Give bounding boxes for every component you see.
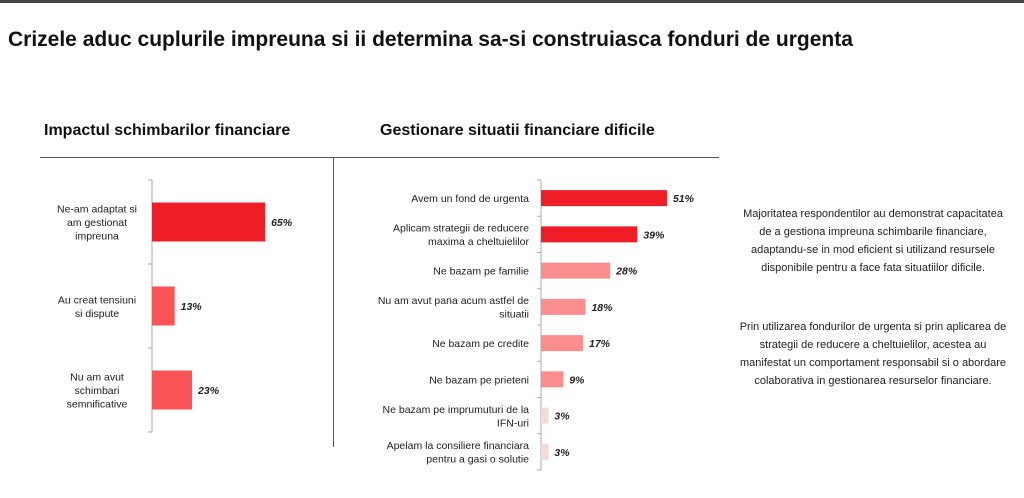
bar-value-label: 18% [591, 302, 613, 314]
bar-value-label: 17% [589, 338, 611, 350]
category-label: situatii [499, 309, 529, 321]
bar-value-label: 3% [554, 411, 570, 423]
category-label: IFN-uri [497, 417, 529, 429]
category-label: impreuna [75, 231, 119, 243]
bar [152, 286, 175, 326]
category-label: maxima a cheltuielilor [428, 236, 529, 248]
column-divider [333, 157, 334, 447]
category-label: am gestionat [67, 217, 127, 229]
category-label: Nu am avut [70, 372, 124, 384]
category-label: si dispute [75, 308, 120, 320]
category-label: Ne bazam pe prieteni [429, 374, 529, 386]
category-label: Nu am avut pana acum astfel de [378, 295, 529, 307]
bar-value-label: 39% [643, 229, 665, 241]
bar [541, 371, 564, 388]
page-title: Crizele aduc cuplurile impreuna si ii de… [8, 28, 853, 51]
category-label: Avem un fond de urgenta [411, 193, 529, 205]
bar-value-label: 65% [271, 217, 293, 229]
bar [541, 443, 549, 460]
bar-value-label: 9% [569, 374, 585, 386]
note-paragraph-1: Majoritatea respondentilor au demonstrat… [743, 208, 1003, 274]
category-label: Ne-am adaptat si [57, 204, 137, 216]
bar-value-label: 51% [673, 193, 695, 205]
category-label: Aplicam strategii de reducere [393, 223, 529, 235]
category-label: Au creat tensiuni [58, 294, 136, 306]
chart-title-left: Impactul schimbarilor financiare [44, 122, 291, 139]
chart-title-right: Gestionare situatii financiare dificile [380, 122, 655, 139]
category-label: semnificative [67, 399, 128, 411]
category-label: Ne bazam pe imprumuturi de la [383, 404, 530, 416]
bar-value-label: 3% [554, 447, 570, 459]
category-label: Apelam la consiliere financiara [387, 440, 530, 452]
category-label: Ne bazam pe credite [432, 338, 529, 350]
bar [541, 190, 667, 207]
window-top-bar [0, 0, 1024, 3]
bar [541, 407, 549, 424]
category-label: pentru a gasi o solutie [426, 454, 529, 466]
bar [541, 262, 611, 279]
bar-value-label: 28% [615, 266, 638, 278]
bar-value-label: 13% [181, 301, 203, 313]
bar [541, 226, 638, 243]
note-paragraph-2: Prin utilizarea fondurilor de urgenta si… [739, 321, 1007, 387]
bar [152, 202, 266, 242]
bar [541, 335, 583, 352]
category-label: Ne bazam pe familie [433, 266, 529, 278]
category-label: schimbari [75, 385, 120, 397]
header-divider [40, 157, 719, 158]
bar [541, 298, 586, 315]
bar-value-label: 23% [197, 385, 220, 397]
bar [152, 370, 193, 410]
